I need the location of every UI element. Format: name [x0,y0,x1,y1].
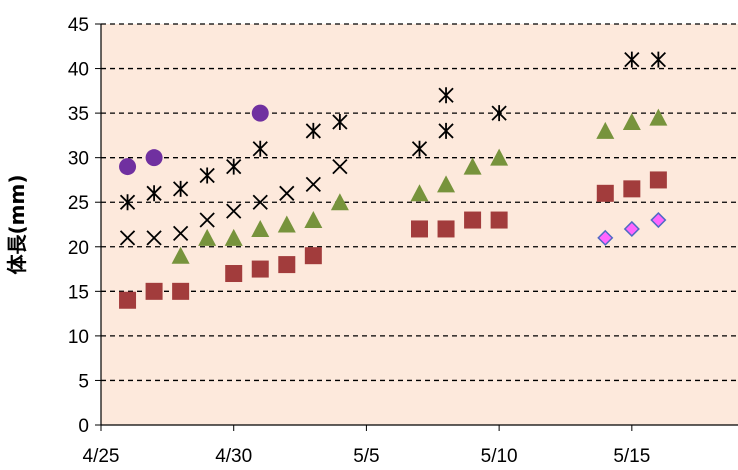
x-tick-label: 5/10 [481,446,518,467]
data-point-asterisk [226,158,242,175]
data-point-asterisk [332,114,348,131]
data-point-triangle [649,108,668,126]
data-point-x [279,185,295,201]
data-point-square [437,220,455,238]
y-tick-label: 20 [68,238,89,259]
data-point-diamond [597,229,614,246]
data-point-square [623,180,641,198]
data-point-triangle [437,175,456,193]
data-point-asterisk [146,185,162,202]
y-tick-label: 30 [68,149,89,170]
data-point-square [411,220,428,238]
data-point-x [252,194,268,210]
data-point-asterisk [438,122,454,139]
data-point-square [145,282,163,300]
data-point-square [278,256,296,274]
data-point-asterisk [119,194,136,211]
y-tick-label: 25 [68,193,89,214]
data-point-triangle [198,228,217,246]
y-axis-label: 体長(mm) [5,175,29,275]
data-point-x [226,203,242,219]
data-point-circle [251,104,269,122]
data-point-x [199,212,215,228]
data-point-circle [119,158,137,176]
data-point-x [146,230,162,246]
data-point-triangle [251,219,270,237]
data-point-diamond [650,211,667,229]
data-point-asterisk [491,105,507,122]
data-point-square [119,291,137,309]
data-point-asterisk [438,87,454,104]
x-tick-labels: 4/25 4/30 5/5 5/10 5/15 [83,446,651,467]
data-point-triangle [277,215,296,233]
axes [100,24,738,431]
data-point-asterisk [650,51,667,68]
data-point-square [304,247,322,265]
data-point-x [119,230,136,246]
y-tick-label: 45 [68,15,89,36]
data-point-circle [145,149,163,167]
x-tick-label: 4/25 [83,446,120,467]
y-tick-label: 15 [68,282,89,303]
y-tick-label: 10 [68,327,89,348]
y-tick-label: 40 [68,60,89,81]
data-point-triangle [330,193,349,211]
data-point-triangle [171,246,190,264]
data-point-x [172,225,189,242]
data-point-square [172,282,190,300]
data-point-triangle [224,228,243,246]
data-point-square [490,211,508,229]
data-point-triangle [490,148,509,166]
data-point-asterisk [252,140,268,157]
x-tick-label: 5/5 [353,446,379,467]
y-tick-label: 0 [78,416,89,437]
data-point-asterisk [199,167,215,184]
data-point-square [251,260,269,278]
data-point-asterisk [624,51,640,68]
data-point-triangle [596,121,615,139]
data-point-triangle [410,184,429,202]
x-tick-label: 4/30 [215,446,252,467]
y-tick-label: 35 [68,104,89,125]
gridlines [95,23,738,426]
data-point-x [332,158,348,175]
data-point-square [596,184,614,202]
data-points [119,51,668,309]
data-point-triangle [304,211,323,229]
data-point-square [464,211,482,229]
data-point-asterisk [411,140,428,157]
data-point-asterisk [172,180,189,197]
data-point-triangle [463,157,482,175]
data-point-square [649,171,667,189]
data-point-x [305,176,321,193]
data-point-asterisk [305,122,321,139]
data-point-triangle [622,113,641,131]
x-tick-label: 5/15 [613,446,650,467]
y-tick-labels: 0 5 10 15 20 25 30 35 40 45 [68,15,89,437]
data-point-diamond [623,220,640,238]
y-tick-label: 5 [78,371,89,392]
data-point-square [225,265,243,283]
